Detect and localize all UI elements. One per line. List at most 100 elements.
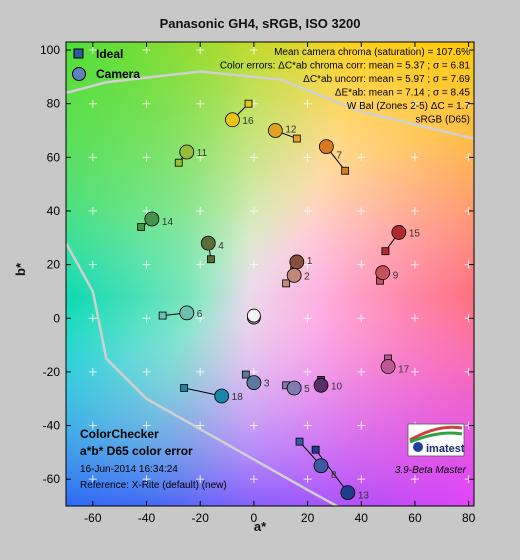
grid-plus <box>196 260 205 269</box>
stats-line-2: Color errors: ΔC*ab chroma corr: mean = … <box>220 61 471 72</box>
camera-point-7 <box>318 139 334 155</box>
grid-plus <box>196 99 205 108</box>
grid-plus <box>303 99 312 108</box>
camera-point-1 <box>289 254 305 270</box>
camera-point-14 <box>144 211 160 227</box>
camera-point-16 <box>225 112 240 128</box>
grid-plus <box>303 260 312 269</box>
grid-plus <box>88 260 97 269</box>
grid-plus <box>196 314 205 323</box>
ideal-point-7 <box>341 166 350 175</box>
y-tick-label: 40 <box>47 204 61 218</box>
grid-plus <box>357 153 366 162</box>
patch-label-1: 1 <box>307 256 313 267</box>
ideal-point-13 <box>311 445 320 454</box>
legend-camera-marker <box>72 67 86 81</box>
annotation-date: 16-Jun-2014 16:34:24 <box>80 464 178 475</box>
annotation-target: ColorChecker <box>80 427 159 441</box>
stats-line-1: Mean camera chroma (saturation) = 107.6% <box>274 47 470 58</box>
y-tick-label: 100 <box>40 43 60 57</box>
patch-label-11: 11 <box>197 148 208 159</box>
camera-point-17 <box>380 359 396 374</box>
logo-swoosh-red <box>409 425 463 442</box>
ideal-point-18 <box>180 384 189 392</box>
grid-plus <box>249 206 258 215</box>
grid-plus <box>196 367 205 376</box>
stats-line-6: sRGB (D65) <box>416 115 470 126</box>
grid-plus <box>249 46 258 55</box>
y-tick-label: 0 <box>53 311 60 325</box>
y-tick-label: -60 <box>43 472 61 486</box>
camera-point-18 <box>214 388 230 404</box>
grid-plus <box>196 421 205 430</box>
plot-border <box>65 41 475 507</box>
grid-plus <box>142 99 151 108</box>
x-tick-label: 20 <box>301 511 315 525</box>
y-tick-label: 80 <box>47 97 61 111</box>
patch-label-17: 17 <box>398 365 410 376</box>
patch-markers <box>137 99 407 500</box>
camera-point-11 <box>179 144 195 160</box>
stats-line-5: W Bal (Zones 2-5) ΔC = 1.7 <box>347 101 471 112</box>
patch-label-12: 12 <box>285 125 297 136</box>
grid-plus <box>303 367 312 376</box>
ideal-point-14 <box>137 223 146 231</box>
ideal-point-6 <box>158 311 167 320</box>
chart-title: Panasonic GH4, sRGB, ISO 3200 <box>159 16 361 31</box>
ideal-point-4 <box>207 255 215 264</box>
grid-plus <box>357 46 366 55</box>
grid-plus <box>303 153 312 162</box>
grid-plus <box>88 99 97 108</box>
grid-plus <box>142 46 151 55</box>
ideal-point-2 <box>282 279 291 288</box>
patch-label-2: 2 <box>304 271 310 282</box>
grid-plus <box>357 475 366 484</box>
patch-label-6: 6 <box>197 309 203 320</box>
patch-label-15: 15 <box>409 228 421 239</box>
camera-point-3 <box>246 375 262 391</box>
camera-point-15 <box>391 225 407 240</box>
camera-point-5 <box>286 380 302 396</box>
x-axis-label: a* <box>253 519 267 534</box>
grid-plus <box>196 206 205 215</box>
x-tick-label: -60 <box>84 511 102 525</box>
legend: Ideal Camera <box>72 47 140 81</box>
stats-line-4: ΔE*ab: mean = 7.14 ; σ = 8.45 <box>335 88 471 99</box>
grid-plus <box>410 260 419 269</box>
y-tick-label: -20 <box>43 365 61 379</box>
logo-swoosh-green <box>409 431 463 444</box>
grid-plus <box>88 206 97 215</box>
camera-point-8 <box>313 458 329 474</box>
grid-plus <box>196 46 205 55</box>
grid-plus <box>357 206 366 215</box>
grid-plus <box>410 206 419 215</box>
x-tick-label: 40 <box>355 511 369 525</box>
y-tick-label: 20 <box>47 258 61 272</box>
patch-label-13: 13 <box>358 491 370 502</box>
stats-block: Mean camera chroma (saturation) = 107.6%… <box>220 47 471 126</box>
camera-point-9 <box>375 265 391 281</box>
patch-label-7: 7 <box>336 151 342 162</box>
version-label: 3.9-Beta Master <box>395 465 467 476</box>
stats-line-3: ΔC*ab uncorr: mean = 5.97 ; σ = 7.69 <box>303 74 470 85</box>
imatest-logo: imatest <box>407 423 465 457</box>
legend-ideal-label: Ideal <box>96 47 123 61</box>
ideal-point-3 <box>241 370 250 379</box>
camera-point-12 <box>267 123 283 138</box>
grid-plus <box>410 367 419 376</box>
grid-plus <box>142 153 151 162</box>
x-tick-label: 0 <box>251 511 258 525</box>
logo-dot <box>413 442 423 452</box>
grid-plus <box>196 475 205 484</box>
patch-label-14: 14 <box>162 217 174 228</box>
grid-plus <box>357 260 366 269</box>
ideal-point-12 <box>292 134 301 143</box>
grid-plus <box>303 314 312 323</box>
grid-plus <box>142 421 151 430</box>
grid-plus <box>249 260 258 269</box>
ideal-point-16 <box>244 99 253 108</box>
grid-plus <box>357 367 366 376</box>
x-tick-label: -40 <box>138 511 156 525</box>
